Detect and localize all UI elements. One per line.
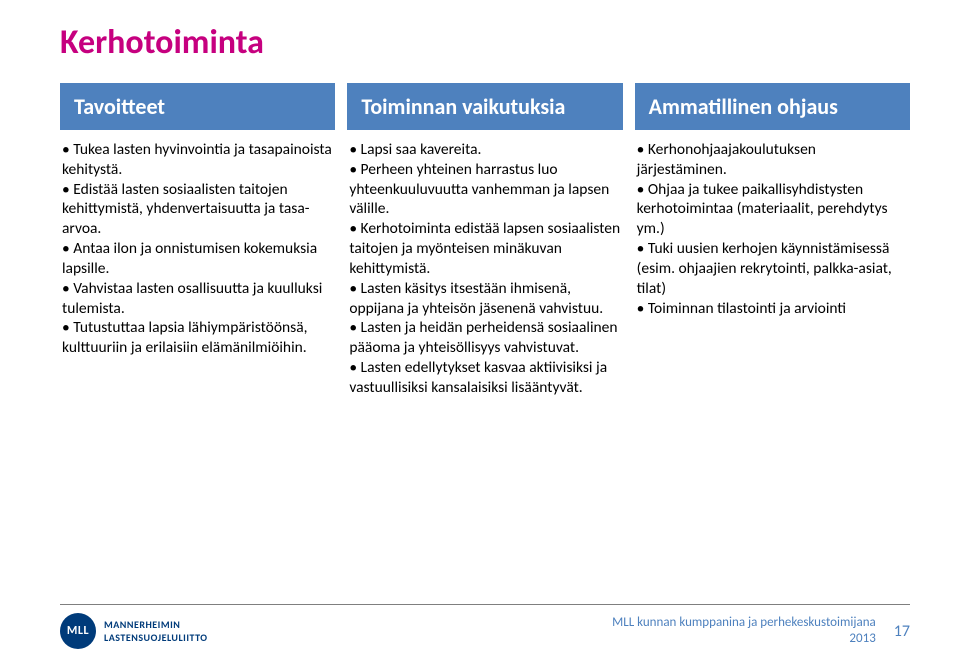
logo: MLL MANNERHEIMIN LASTENSUOJELULIITTO — [60, 613, 208, 649]
footer-line: MLL kunnan kumppanina ja perhekeskustoim… — [612, 615, 876, 631]
footer: MLL MANNERHEIMIN LASTENSUOJELULIITTO MLL… — [60, 604, 910, 649]
column-ohjaus: Ammatillinen ohjaus • Kerhonohjaajakoulu… — [635, 83, 910, 398]
slide: Kerhotoiminta Tavoitteet • Tukea lasten … — [0, 0, 960, 663]
column-header: Ammatillinen ohjaus — [635, 83, 910, 130]
column-body: • Lapsi saa kavereita.• Perheen yhteinen… — [347, 140, 622, 398]
column-body: • Tukea lasten hyvinvointia ja tasapaino… — [60, 140, 335, 358]
column-header: Toiminnan vaikutuksia — [347, 83, 622, 130]
page-title: Kerhotoiminta — [60, 22, 910, 63]
logo-mark-icon: MLL — [60, 613, 96, 649]
footer-line: 2013 — [612, 631, 876, 647]
footer-center-text: MLL kunnan kumppanina ja perhekeskustoim… — [612, 615, 876, 648]
logo-text-line: LASTENSUOJELULIITTO — [104, 631, 208, 644]
columns-container: Tavoitteet • Tukea lasten hyvinvointia j… — [60, 83, 910, 398]
column-vaikutuksia: Toiminnan vaikutuksia • Lapsi saa kavere… — [347, 83, 622, 398]
logo-text-line: MANNERHEIMIN — [104, 618, 208, 631]
logo-text: MANNERHEIMIN LASTENSUOJELULIITTO — [104, 618, 208, 644]
column-tavoitteet: Tavoitteet • Tukea lasten hyvinvointia j… — [60, 83, 335, 398]
column-body: • Kerhonohjaajakoulutuksen järjestäminen… — [635, 140, 910, 318]
page-number: 17 — [894, 622, 910, 641]
column-header: Tavoitteet — [60, 83, 335, 130]
footer-right: MLL kunnan kumppanina ja perhekeskustoim… — [612, 615, 910, 648]
